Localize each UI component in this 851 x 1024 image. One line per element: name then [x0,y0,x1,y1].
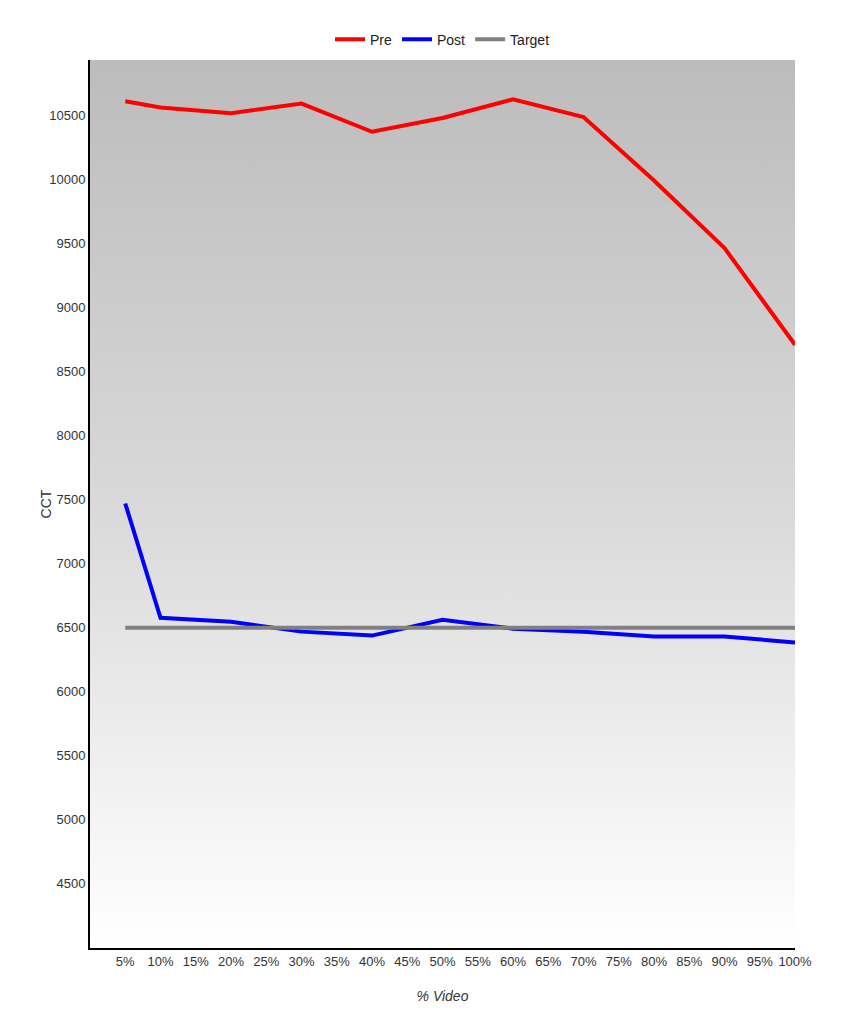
svg-text:55%: 55% [465,954,491,969]
svg-text:Target: Target [510,32,549,48]
svg-text:Post: Post [437,32,465,48]
svg-text:70%: 70% [570,954,596,969]
svg-text:5%: 5% [116,954,135,969]
svg-text:6500: 6500 [56,620,85,635]
svg-text:5000: 5000 [56,812,85,827]
svg-text:9000: 9000 [56,300,85,315]
svg-text:10500: 10500 [49,108,85,123]
svg-text:4500: 4500 [56,876,85,891]
svg-text:20%: 20% [218,954,244,969]
svg-text:10%: 10% [147,954,173,969]
svg-text:60%: 60% [500,954,526,969]
svg-text:8000: 8000 [56,428,85,443]
svg-text:7000: 7000 [56,556,85,571]
svg-text:CCT: CCT [38,489,54,518]
svg-text:95%: 95% [747,954,773,969]
svg-text:40%: 40% [359,954,385,969]
svg-text:90%: 90% [711,954,737,969]
svg-text:75%: 75% [606,954,632,969]
svg-text:5500: 5500 [56,748,85,763]
svg-text:30%: 30% [288,954,314,969]
svg-text:25%: 25% [253,954,279,969]
svg-text:35%: 35% [324,954,350,969]
svg-text:50%: 50% [429,954,455,969]
svg-text:7500: 7500 [56,492,85,507]
svg-text:100%: 100% [778,954,812,969]
svg-text:65%: 65% [535,954,561,969]
svg-text:10000: 10000 [49,172,85,187]
svg-text:% Video: % Video [417,988,469,1004]
svg-text:80%: 80% [641,954,667,969]
svg-text:85%: 85% [676,954,702,969]
svg-text:15%: 15% [183,954,209,969]
svg-text:6000: 6000 [56,684,85,699]
svg-text:Pre: Pre [370,32,392,48]
svg-text:45%: 45% [394,954,420,969]
svg-text:8500: 8500 [56,364,85,379]
svg-text:9500: 9500 [56,236,85,251]
